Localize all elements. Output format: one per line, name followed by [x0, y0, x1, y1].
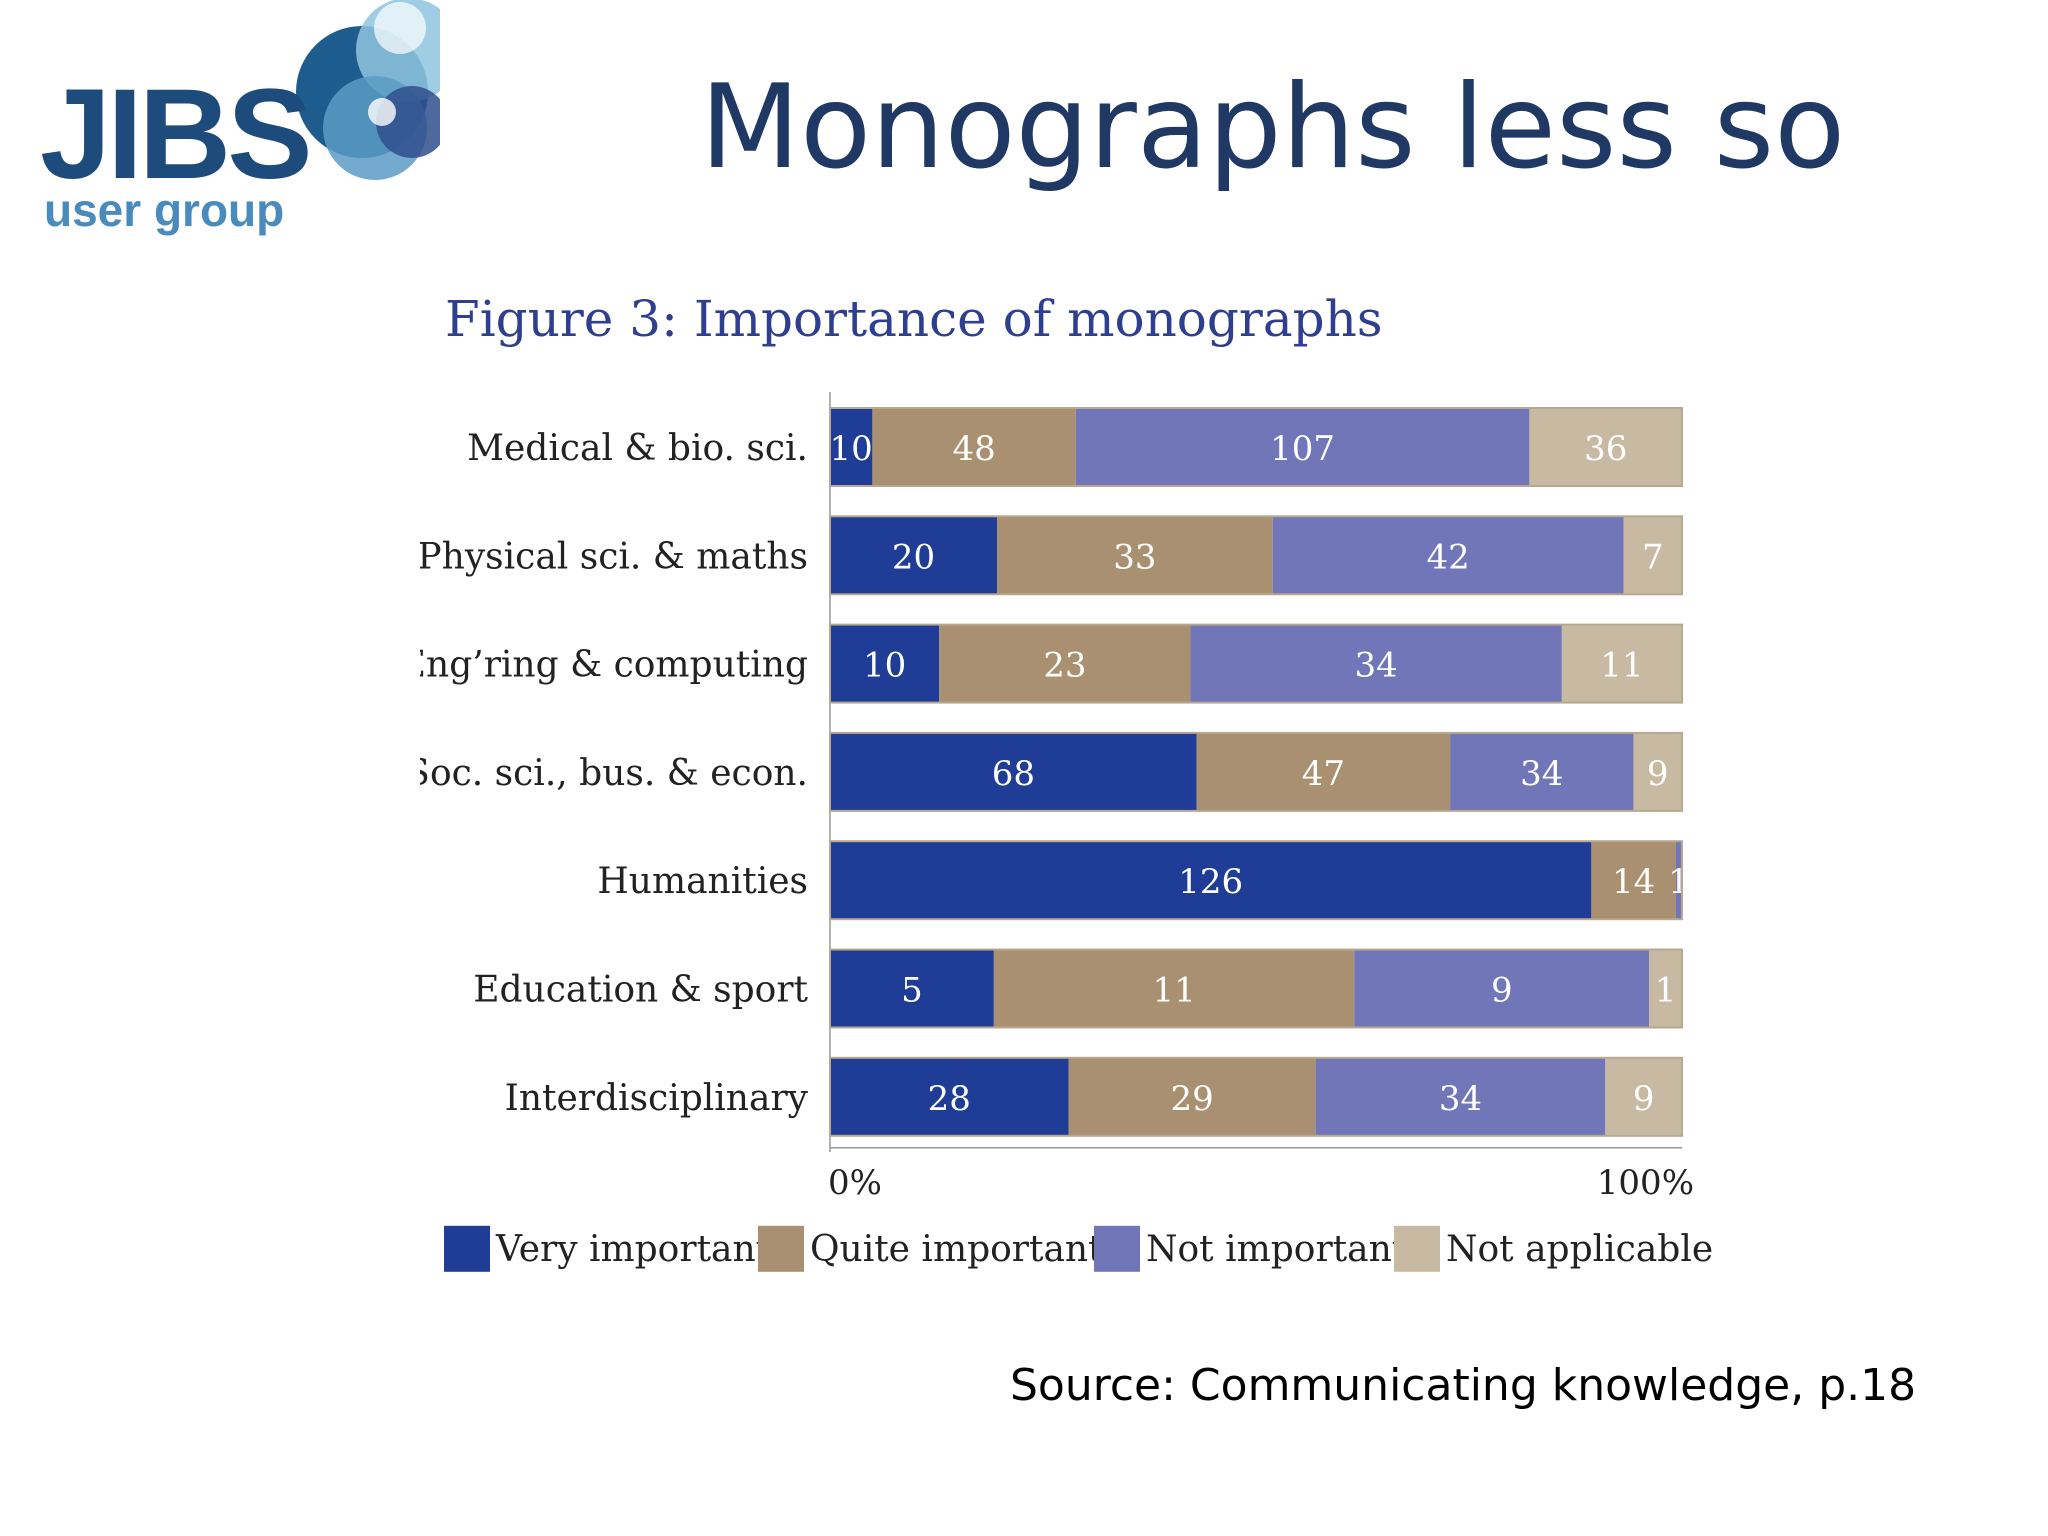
jibs-logo: JIBS user group	[40, 0, 440, 236]
logo-circle-white-small	[368, 98, 396, 126]
data-label: 10	[830, 429, 873, 469]
bar-segment	[939, 624, 1191, 703]
data-label: 36	[1584, 429, 1627, 469]
legend-label: Quite important	[810, 1229, 1103, 1270]
bar-segment	[830, 1057, 1069, 1136]
data-label: 68	[992, 754, 1035, 794]
bar-segment	[997, 516, 1273, 595]
legend-label: Not important	[1146, 1229, 1407, 1270]
data-label: 34	[1439, 1079, 1482, 1119]
data-label: 47	[1302, 754, 1345, 794]
bar-segment	[1591, 841, 1676, 920]
data-label: 28	[928, 1079, 971, 1119]
data-label: 29	[1170, 1079, 1213, 1119]
bar-segment	[1675, 841, 1682, 920]
data-label: 7	[1642, 537, 1664, 577]
data-label: 11	[1152, 971, 1195, 1011]
bar-outline	[829, 1056, 1683, 1137]
data-label: 9	[1633, 1079, 1655, 1119]
data-label: 48	[952, 429, 995, 469]
data-label: 1	[1668, 862, 1690, 902]
bar-segment	[1075, 408, 1530, 486]
category-label: Eng’ring & computing	[420, 645, 808, 686]
category-label: Medical & bio. sci.	[467, 428, 808, 469]
data-label: 34	[1520, 754, 1563, 794]
bar-segment	[1561, 624, 1682, 703]
data-label: 23	[1043, 646, 1086, 686]
bar-segment	[830, 624, 940, 703]
bar-segment	[1315, 1057, 1606, 1136]
data-label: 126	[1178, 862, 1243, 902]
data-label: 10	[863, 646, 906, 686]
data-label: 14	[1612, 862, 1655, 902]
category-label: Interdisciplinary	[505, 1078, 809, 1119]
logo-tagline: user group	[44, 184, 284, 236]
data-label: 9	[1647, 754, 1669, 794]
bar-outline	[829, 840, 1683, 921]
legend-swatch	[444, 1225, 490, 1272]
logo-circle-white	[374, 2, 426, 54]
bar-segment	[1450, 732, 1634, 811]
bar-outline	[829, 407, 1683, 487]
bar-segment	[1529, 408, 1682, 486]
legend-swatch	[758, 1225, 804, 1272]
bar-segment	[830, 732, 1197, 811]
category-label: Education & sport	[473, 970, 808, 1011]
bar-segment	[872, 408, 1076, 486]
source-citation: Source: Communicating knowledge, p.18	[1010, 1360, 1917, 1411]
legend-label: Very important	[495, 1229, 771, 1270]
bar-segment	[1068, 1057, 1316, 1136]
bar-segment	[1354, 949, 1650, 1028]
bar-segment	[1649, 949, 1682, 1028]
figure-title: Figure 3: Importance of monographs	[445, 290, 1383, 348]
bar-outline	[829, 731, 1683, 812]
data-label: 5	[901, 971, 923, 1011]
bar-segment	[830, 516, 998, 595]
data-label: 34	[1355, 646, 1398, 686]
x-tick-label: 100%	[1597, 1163, 1694, 1203]
bar-segment	[993, 949, 1355, 1028]
data-label: 33	[1113, 537, 1156, 577]
bar-segment	[830, 408, 873, 486]
slide-title: Monographs less so	[700, 60, 1846, 195]
x-tick-label: 0%	[828, 1163, 882, 1203]
logo-brand: JIBS	[40, 63, 309, 206]
data-label: 20	[892, 537, 935, 577]
legend-label: Not applicable	[1446, 1229, 1713, 1270]
data-label: 11	[1600, 646, 1643, 686]
bar-segment	[1190, 624, 1562, 703]
legend-swatch	[1394, 1225, 1440, 1272]
legend-swatch	[1094, 1225, 1140, 1272]
data-label: 42	[1426, 537, 1469, 577]
data-label: 1	[1655, 971, 1677, 1011]
data-label: 9	[1491, 971, 1513, 1011]
bar-segment	[1272, 516, 1624, 595]
bar-segment	[1633, 732, 1682, 811]
bar-segment	[1196, 732, 1451, 811]
bar-segment	[830, 949, 994, 1028]
category-label: Soc. sci., bus. & econ.	[420, 753, 808, 794]
bar-segment	[830, 841, 1592, 920]
bar-outline	[829, 515, 1683, 596]
bar-outline	[829, 623, 1683, 704]
bar-segment	[1623, 516, 1682, 595]
category-label: Humanities	[597, 861, 808, 902]
data-label: 107	[1270, 429, 1335, 469]
bar-outline	[829, 948, 1683, 1029]
category-label: Physical sci. & maths	[420, 536, 808, 577]
bar-segment	[1605, 1057, 1682, 1136]
